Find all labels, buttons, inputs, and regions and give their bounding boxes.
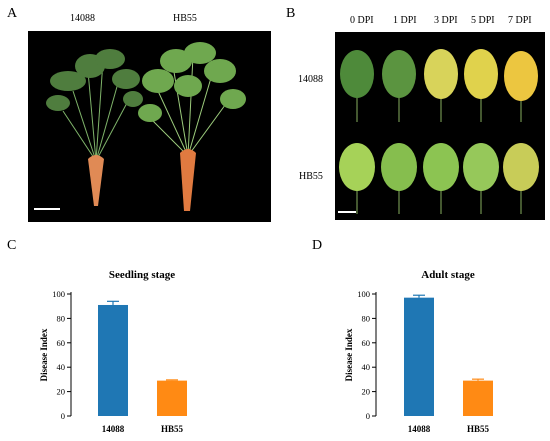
adult-category-label: 14088 — [408, 424, 431, 434]
adult-y-tick-label: 20 — [362, 387, 371, 397]
panel-b-leaf-photo — [335, 32, 545, 220]
panel-a-letter: A — [7, 6, 18, 21]
adult-y-tick-label: 100 — [357, 289, 370, 299]
panel-b-col-1dpi: 1 DPI — [393, 15, 417, 26]
adult-y-tick-label: 60 — [362, 338, 371, 348]
adult-bar-hb55 — [463, 380, 493, 416]
seedling-y-tick-label: 40 — [57, 362, 66, 372]
adult-bar-14088 — [404, 297, 434, 416]
carrot-root-hb55 — [180, 149, 196, 211]
adult-category-label: HB55 — [467, 424, 490, 434]
seedling-bar-14088 — [98, 304, 128, 416]
panel-a-carrot-photo — [28, 31, 271, 222]
seedling-y-tick-label: 0 — [61, 411, 65, 421]
seedling-category-label: HB55 — [161, 424, 184, 434]
seedling-chart-title: Seedling stage — [109, 269, 175, 281]
panel-b-col-7dpi: 7 DPI — [508, 15, 532, 26]
adult-chart-title: Adult stage — [421, 269, 475, 281]
panel-b-col-3dpi: 3 DPI — [434, 15, 458, 26]
panel-b-row-hb55: HB55 — [299, 171, 323, 182]
seedling-category-label: 14088 — [102, 424, 125, 434]
leaf-time-course-image — [339, 49, 539, 214]
panel-b-scale-bar — [338, 211, 356, 213]
seedling-bar-hb55 — [157, 380, 187, 416]
panel-b-row-14088: 14088 — [298, 74, 323, 85]
panel-b-col-0dpi: 0 DPI — [350, 15, 374, 26]
carrot-plants-image — [46, 42, 246, 211]
carrot-root-14088 — [88, 155, 104, 206]
adult-y-tick-label: 40 — [362, 362, 371, 372]
adult-y-tick-label: 0 — [366, 411, 370, 421]
seedling-y-tick-label: 20 — [57, 387, 66, 397]
panel-a-scale-bar — [34, 208, 60, 210]
panel-a-label-14088: 14088 — [70, 13, 95, 24]
panel-c-letter: C — [7, 238, 17, 253]
panel-b-letter: B — [286, 6, 296, 21]
panel-a-label-hb55: HB55 — [173, 13, 197, 24]
panel-d-letter: D — [312, 238, 323, 253]
seedling-y-tick-label: 100 — [52, 289, 65, 299]
adult-y-axis-label: Disease Index — [344, 328, 354, 381]
seedling-y-axis-label: Disease Index — [39, 328, 49, 381]
seedling-y-tick-label: 80 — [57, 313, 66, 323]
panel-b-col-5dpi: 5 DPI — [471, 15, 495, 26]
seedling-y-tick-label: 60 — [57, 338, 66, 348]
adult-y-tick-label: 80 — [362, 313, 371, 323]
